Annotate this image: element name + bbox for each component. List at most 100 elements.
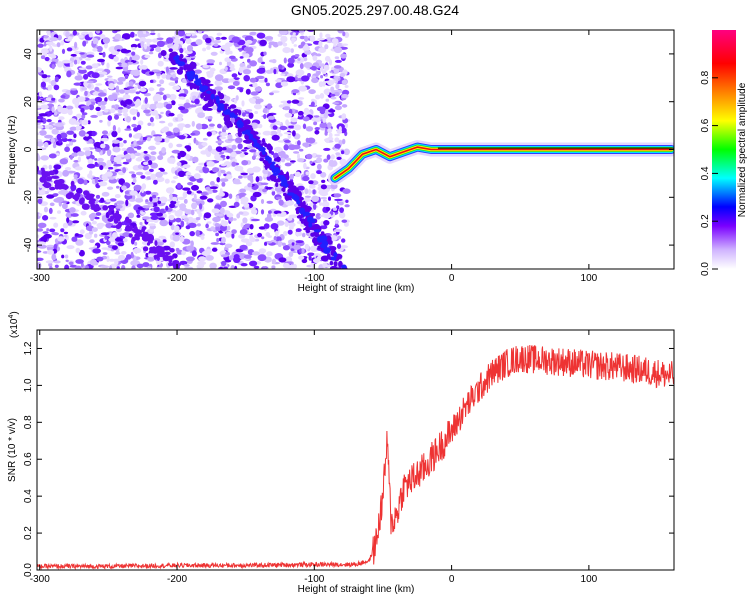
noise-blob <box>286 76 296 83</box>
signal-line <box>332 144 674 181</box>
noise-blob <box>179 47 184 54</box>
streak-blob <box>269 174 277 182</box>
noise-blob <box>298 44 304 49</box>
noise-blob <box>214 223 220 227</box>
noise-blob <box>209 67 216 72</box>
noise-blob <box>91 227 98 233</box>
noise-blob <box>308 255 312 261</box>
noise-blob <box>91 72 100 79</box>
noise-blob <box>136 214 141 218</box>
noise-blob <box>150 196 159 203</box>
noise-blob <box>78 68 87 74</box>
noise-blob <box>227 85 236 90</box>
streak-blob <box>61 183 66 189</box>
noise-blob <box>46 30 51 36</box>
noise-blob <box>329 265 338 269</box>
noise-blob <box>120 100 125 106</box>
noise-blob <box>86 163 96 169</box>
noise-blob <box>191 250 197 257</box>
noise-blob <box>336 129 343 134</box>
noise-blob <box>276 220 285 226</box>
streak-blob <box>102 205 109 211</box>
noise-blob <box>69 62 74 67</box>
noise-blob <box>221 236 226 244</box>
noise-blob <box>130 31 135 38</box>
noise-blob <box>250 218 260 222</box>
noise-blob <box>70 213 79 217</box>
noise-blob <box>114 194 121 199</box>
noise-blob <box>305 126 314 132</box>
noise-blob <box>116 185 120 189</box>
noise-blob <box>294 231 303 237</box>
noise-blob <box>247 174 254 181</box>
noise-blob <box>124 74 129 80</box>
noise-blob <box>212 105 218 111</box>
noise-blob <box>289 173 294 180</box>
noise-blob <box>313 115 320 118</box>
streak-blob <box>261 150 266 156</box>
noise-blob <box>72 220 80 224</box>
streak-blob <box>168 262 173 267</box>
noise-blob <box>254 86 262 92</box>
streak-blob <box>127 219 132 224</box>
noise-blob <box>341 79 348 85</box>
streak-blob <box>94 205 101 212</box>
noise-blob <box>283 57 287 64</box>
noise-blob <box>135 98 141 105</box>
noise-blob <box>38 91 43 98</box>
streak-blob <box>228 122 234 128</box>
noise-blob <box>195 140 199 146</box>
noise-blob <box>223 173 227 177</box>
noise-blob <box>334 219 339 224</box>
noise-blob <box>343 148 351 156</box>
noise-blob <box>206 131 212 137</box>
noise-blob <box>340 53 347 59</box>
noise-blob <box>104 235 108 240</box>
noise-blob <box>172 235 180 242</box>
noise-blob <box>227 138 236 141</box>
noise-blob <box>121 147 127 152</box>
noise-blob <box>96 222 105 228</box>
noise-blob <box>37 43 44 48</box>
chart-title: GN05.2025.297.00.48.G24 <box>290 2 460 18</box>
noise-blob <box>211 131 216 136</box>
noise-blob <box>46 194 55 199</box>
noise-blob <box>121 62 128 68</box>
noise-blob <box>319 122 328 129</box>
noise-blob <box>110 154 114 162</box>
noise-blob <box>77 156 81 163</box>
noise-blob <box>335 83 340 90</box>
noise-blob <box>283 231 288 236</box>
noise-blob <box>75 233 79 236</box>
noise-blob <box>297 153 300 160</box>
noise-blob <box>312 55 318 61</box>
noise-blob <box>287 62 295 68</box>
noise-blob <box>220 132 228 137</box>
noise-blob <box>252 251 260 256</box>
noise-blob <box>327 128 333 133</box>
noise-blob <box>305 137 310 143</box>
noise-blob <box>42 231 49 234</box>
noise-blob <box>178 106 186 111</box>
noise-blob <box>297 140 301 146</box>
noise-blob <box>135 91 140 95</box>
streak-blob <box>128 233 133 238</box>
noise-blob <box>149 196 153 202</box>
noise-blob <box>231 36 240 43</box>
noise-blob <box>114 33 122 40</box>
noise-blob <box>214 153 221 161</box>
noise-blob <box>275 79 282 83</box>
noise-blob <box>224 174 233 180</box>
noise-blob <box>209 262 217 269</box>
noise-blob <box>85 58 91 61</box>
noise-blob <box>238 211 244 215</box>
streak-blob <box>81 203 90 210</box>
colorbar-tick-label: 0.6 <box>700 118 711 132</box>
noise-blob <box>116 97 126 101</box>
noise-blob <box>322 212 327 217</box>
noise-blob <box>303 56 308 62</box>
noise-blob <box>280 81 289 87</box>
noise-blob <box>219 136 227 140</box>
noise-blob <box>137 164 144 169</box>
noise-blob <box>72 30 78 36</box>
